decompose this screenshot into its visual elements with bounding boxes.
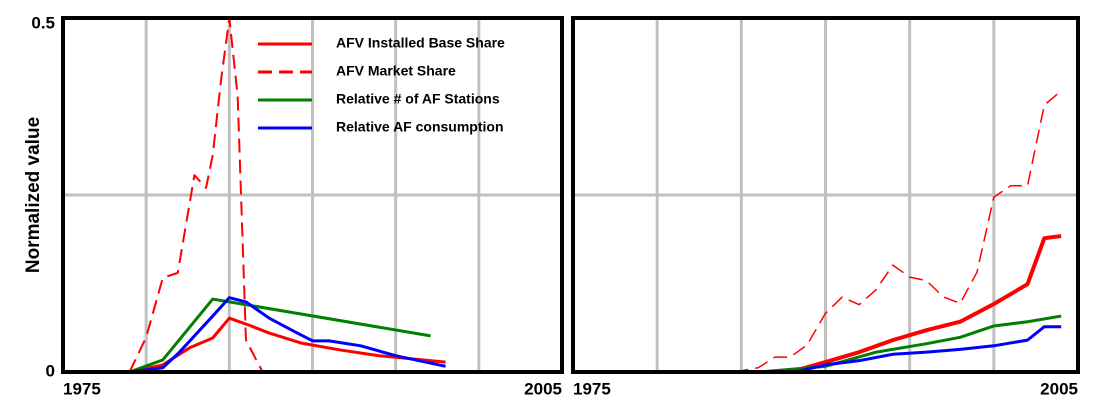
y-tick-label: 0 [46, 361, 55, 380]
legend-label: AFV Installed Base Share [336, 35, 505, 51]
data-line [129, 316, 446, 372]
plot-frame [571, 16, 1080, 374]
plot-frame [61, 16, 564, 374]
data-line [734, 90, 1062, 372]
y-tick-label: 0.5 [31, 13, 55, 32]
legend-label: AFV Market Share [336, 63, 456, 79]
x-tick-label: 1975 [63, 379, 101, 398]
data-line [789, 234, 1062, 372]
data-line [129, 296, 446, 372]
y-axis-label: Normalized value [23, 117, 44, 273]
data-line [128, 18, 264, 372]
x-tick-label: 2005 [1040, 379, 1078, 398]
x-tick-label: 1975 [573, 379, 611, 398]
legend-label: Relative AF consumption [336, 119, 504, 135]
data-line [129, 297, 431, 372]
x-tick-label: 2005 [524, 379, 562, 398]
data-line [794, 325, 1062, 372]
legend-label: Relative # of AF Stations [336, 91, 500, 107]
